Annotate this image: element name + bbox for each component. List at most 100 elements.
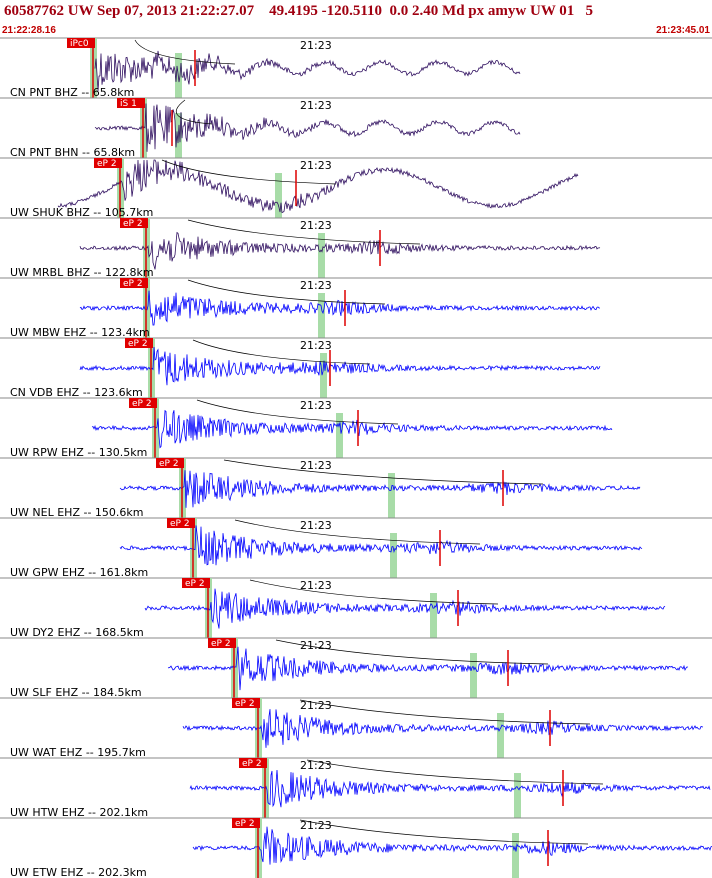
travel-curve	[306, 759, 604, 785]
trace: eP 2 21:23 UW DY2 EHZ -- 168.5km	[0, 577, 712, 639]
trace: iS 1 21:23 CN PNT BHN -- 65.8km	[0, 97, 712, 159]
minute-label: 21:23	[300, 579, 332, 592]
pick-box	[167, 518, 195, 528]
minute-label: 21:23	[300, 519, 332, 532]
minute-label: 21:23	[300, 339, 332, 352]
minute-label: 21:23	[300, 759, 332, 772]
pick-box	[120, 278, 148, 288]
trace: eP 2 21:23 UW ETW EHZ -- 202.3km	[0, 817, 712, 878]
trace: eP 2 21:23 UW RPW EHZ -- 130.5km	[0, 397, 712, 459]
station-label: UW WAT EHZ -- 195.7km	[10, 746, 146, 759]
trace: eP 2 21:23 CN VDB EHZ -- 123.6km	[0, 337, 712, 399]
travel-curve	[175, 99, 213, 125]
pick-label: eP 2	[128, 339, 148, 349]
trace: eP 2 21:23 UW SLF EHZ -- 184.5km	[0, 637, 712, 699]
station-label: UW GPW EHZ -- 161.8km	[10, 566, 148, 579]
pick-box	[129, 398, 157, 408]
pick-label: eP 2	[123, 279, 143, 289]
pick-box	[232, 698, 260, 708]
trace: eP 2 21:23 UW HTW EHZ -- 202.1km	[0, 757, 712, 819]
start-time: 21:22:28.16	[2, 25, 56, 36]
minute-label: 21:23	[300, 459, 332, 472]
minute-label: 21:23	[300, 99, 332, 112]
station-label: UW NEL EHZ -- 150.6km	[10, 506, 144, 519]
pick-box	[94, 158, 122, 168]
travel-curve	[196, 399, 399, 425]
minute-label: 21:23	[300, 279, 332, 292]
station-label: UW SHUK BHZ -- 105.7km	[10, 206, 153, 219]
pick-label: eP 2	[170, 519, 190, 529]
waveform	[94, 50, 521, 92]
end-time: 21:23:45.01	[656, 25, 710, 36]
waveform	[182, 709, 704, 748]
minute-label: 21:23	[300, 399, 332, 412]
station-label: CN VDB EHZ -- 123.6km	[10, 386, 143, 399]
pick-label: eP 2	[185, 579, 205, 589]
waveform	[79, 290, 600, 326]
travel-curve	[134, 39, 236, 65]
waveform	[119, 470, 641, 508]
waveform	[57, 159, 579, 214]
station-label: UW ETW EHZ -- 202.3km	[10, 866, 147, 878]
station-label: UW MBW EHZ -- 123.4km	[10, 326, 150, 339]
minute-label: 21:23	[300, 219, 332, 232]
pick-box	[232, 818, 260, 828]
pick-label: eP 2	[211, 639, 231, 649]
travel-curve	[161, 159, 337, 185]
travel-curve	[187, 219, 421, 245]
green-marker	[512, 833, 519, 878]
pick-label: eP 2	[132, 399, 152, 409]
green-marker	[336, 413, 343, 458]
waveform	[79, 346, 601, 386]
pick-box	[125, 338, 153, 348]
green-marker	[430, 593, 437, 638]
pick-label: eP 2	[159, 459, 179, 469]
green-marker	[388, 473, 395, 518]
station-label: UW DY2 EHZ -- 168.5km	[10, 626, 144, 639]
travel-curve	[192, 339, 371, 365]
waveform	[167, 646, 689, 691]
travel-curve	[299, 819, 589, 845]
green-marker	[318, 233, 325, 278]
travel-curve	[299, 699, 591, 725]
waveform	[94, 103, 521, 152]
green-marker	[470, 653, 477, 698]
station-label: UW RPW EHZ -- 130.5km	[10, 446, 147, 459]
pick-box	[117, 98, 145, 108]
waveform	[189, 769, 711, 808]
green-marker	[320, 353, 327, 398]
waveform	[119, 525, 643, 566]
pick-box	[120, 218, 148, 228]
pick-label: eP 2	[242, 759, 262, 769]
pick-box	[239, 758, 267, 768]
green-marker	[275, 173, 282, 218]
minute-label: 21:23	[300, 159, 332, 172]
trace: eP 2 21:23 UW WAT EHZ -- 195.7km	[0, 697, 712, 759]
minute-label: 21:23	[300, 39, 332, 52]
green-marker	[497, 713, 504, 758]
trace: eP 2 21:23 UW GPW EHZ -- 161.8km	[0, 517, 712, 579]
pick-label: eP 2	[235, 819, 255, 829]
station-label: UW HTW EHZ -- 202.1km	[10, 806, 148, 819]
station-label: UW SLF EHZ -- 184.5km	[10, 686, 142, 699]
green-marker	[514, 773, 521, 818]
station-label: UW MRBL BHZ -- 122.8km	[10, 266, 154, 279]
green-marker	[390, 533, 397, 578]
pick-box	[182, 578, 210, 588]
minute-label: 21:23	[300, 699, 332, 712]
trace: eP 2 21:23 UW MRBL BHZ -- 122.8km	[0, 217, 712, 279]
pick-box	[67, 38, 95, 48]
station-label: CN PNT BHZ -- 65.8km	[10, 86, 134, 99]
waveform	[192, 826, 712, 865]
trace: eP 2 21:23 UW MBW EHZ -- 123.4km	[0, 277, 712, 339]
pick-label: eP 2	[235, 699, 255, 709]
green-marker	[318, 293, 325, 338]
pick-box	[208, 638, 236, 648]
station-label: CN PNT BHN -- 65.8km	[10, 146, 135, 159]
waveform	[79, 231, 601, 270]
trace: eP 2 21:23 UW NEL EHZ -- 150.6km	[0, 457, 712, 519]
trace: iPc0 21:23 CN PNT BHZ -- 65.8km	[0, 37, 712, 99]
pick-box	[156, 458, 184, 468]
